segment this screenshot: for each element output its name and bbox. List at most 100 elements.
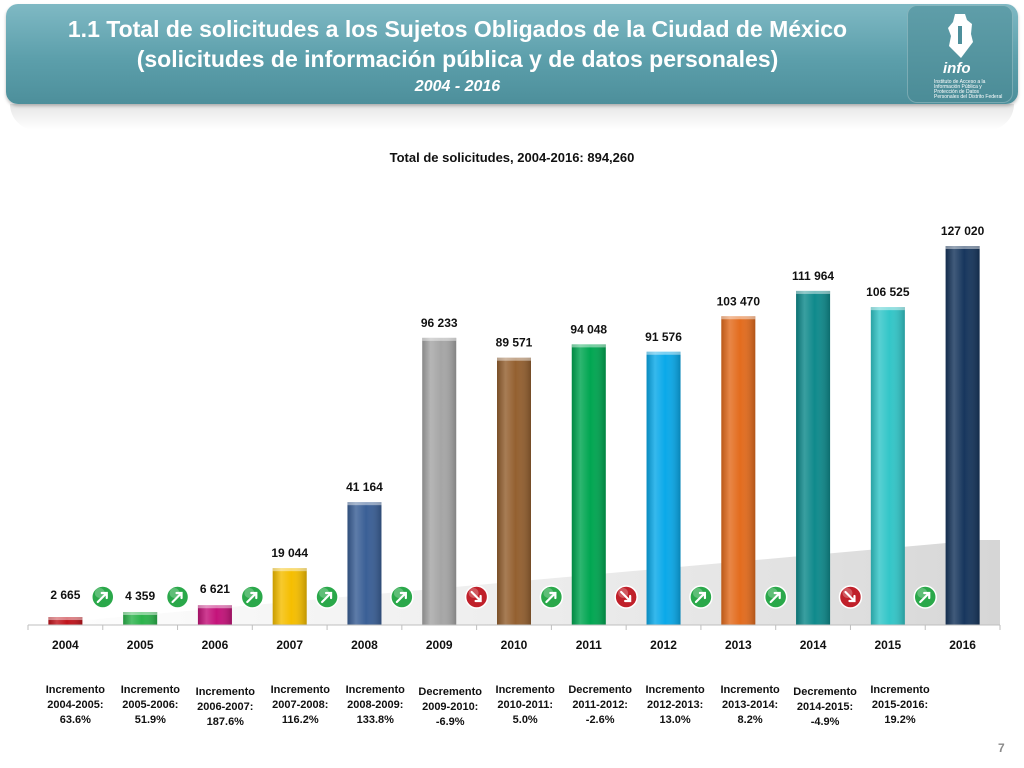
bar-shine [796,290,831,625]
x-tick-label: 2005 [127,638,154,652]
bar-cap [123,611,158,615]
bar-cap [796,290,831,294]
data-label: 89 571 [496,336,533,350]
logo-wordmark: info [943,60,971,77]
change-note-period: 2005-2006: [122,699,179,711]
change-note-period: 2009-2010: [422,701,479,713]
page-title-line1: 1.1 Total de solicitudes a los Sujetos O… [67,16,848,42]
change-note-period: 2015-2016: [871,699,929,711]
data-label: 91 576 [645,330,682,344]
change-note: Incremento 2005-2006: 51.9% [110,683,190,728]
bar-cap [197,605,232,609]
bar-shine [347,502,382,625]
page-number: 7 [998,741,1005,755]
bar-cap [497,357,531,361]
bar-cap [422,337,457,341]
bar-cap [571,344,606,348]
bar-2007 [272,568,307,625]
change-note: Incremento 2010-2011: 5.0% [485,683,565,728]
decrease-arrow-icon [464,585,489,609]
change-note: Decremento 2011-2012: -2.6% [560,683,640,728]
x-tick-label: 2013 [725,638,752,652]
bar-shine [422,337,457,625]
bar-cap [272,568,307,572]
x-tick-label: 2012 [650,638,677,652]
bar-2013 [721,316,756,625]
change-note-pct: 187.6% [206,716,244,728]
bar-cap [945,246,980,249]
bar-2014 [796,290,831,625]
x-tick-label: 2008 [351,638,378,652]
increase-arrow-icon [165,585,190,609]
data-label: 103 470 [717,294,761,308]
bar-cap [347,502,382,506]
bar-shine [123,611,158,625]
change-note-kind: Decremento [568,684,632,696]
x-tick-label: 2015 [874,638,901,652]
change-note: Incremento 2004-2005: 63.6% [35,683,115,728]
change-note-pct: 63.6% [59,714,91,726]
change-note-kind: Incremento [495,684,555,696]
change-note-period: 2014-2015: [796,701,854,713]
bar-cap [870,307,905,311]
change-note-pct: 5.0% [512,714,538,726]
change-note-kind: Incremento [870,684,930,696]
bar-2005 [123,611,158,625]
bar-2008 [347,502,382,625]
chart-title: Total de solicitudes, 2004-2016: 894,260 [389,150,635,165]
bar-shine [48,617,83,625]
change-note-period: 2004-2005: [47,699,104,711]
increase-arrow-icon [240,585,265,609]
change-note: Decremento 2009-2010: -6.9% [410,685,490,730]
change-note-period: 2013-2014: [721,699,779,711]
change-note: Decremento 2014-2015: -4.9% [785,685,865,730]
change-note-pct: 51.9% [134,714,166,726]
page-title-line2: (solicitudes de información pública y de… [136,46,779,72]
bar-shine [272,568,307,625]
increase-arrow-icon [390,585,414,609]
change-note-period: 2008-2009: [347,699,404,711]
bar-2009 [422,337,457,625]
decrease-arrow-icon [614,585,638,609]
increase-arrow-icon [689,585,713,609]
x-tick-label: 2010 [501,638,528,652]
change-note-pct: -6.9% [435,716,465,728]
change-note: Incremento 2012-2013: 13.0% [635,683,715,728]
change-note-kind: Incremento [645,684,705,696]
bar-2011 [571,344,606,625]
bar-shine [721,316,756,625]
x-tick-label: 2016 [949,638,976,652]
data-label: 94 048 [570,322,607,336]
bar-cap [48,617,83,621]
bar-shine [197,605,232,625]
data-label: 41 164 [346,480,383,494]
bar-cap [721,316,756,320]
bar-2012 [646,351,681,625]
data-label: 4 359 [125,589,155,603]
change-note-kind: Incremento [120,684,180,696]
data-label: 127 020 [941,224,985,238]
page-subtitle: 2004 - 2016 [414,78,501,95]
data-label: 106 525 [866,285,910,299]
change-note-pct: -4.9% [810,716,840,728]
change-note: Incremento 2006-2007: 187.6% [185,685,265,730]
increase-arrow-icon [913,585,937,609]
change-note-kind: Incremento [195,686,255,698]
change-note-period: 2006-2007: [197,701,254,713]
increase-arrow-icon [91,585,115,609]
bar-chart: 2004 2005 2006 2007 2008 2009 2010 2011 2012 2013… [27,224,1001,652]
change-note-pct: -2.6% [585,714,615,726]
change-note-pct: 8.2% [737,714,763,726]
change-note: Incremento 2013-2014: 8.2% [710,683,790,728]
change-note-pct: 13.0% [659,714,691,726]
bar-2010 [497,357,531,625]
bar-2004 [48,617,83,625]
increase-arrow-icon [539,585,564,609]
change-note-kind: Decremento [418,686,482,698]
change-note: Incremento 2015-2016: 19.2% [860,683,940,728]
increase-arrow-icon [763,585,788,609]
data-label: 111 964 [792,269,834,283]
change-note-kind: Incremento [270,684,330,696]
x-tick-label: 2011 [576,638,602,652]
x-tick-label: 2009 [426,638,453,652]
